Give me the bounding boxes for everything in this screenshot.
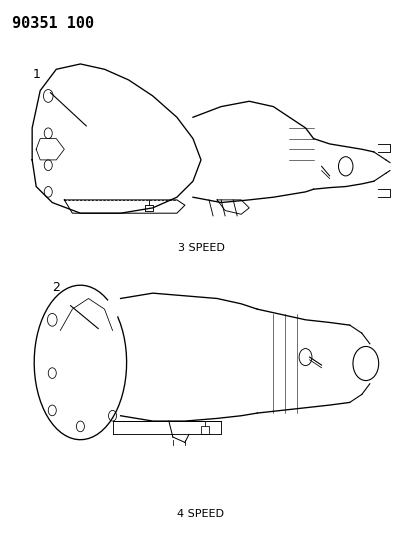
Text: 3 SPEED: 3 SPEED — [177, 243, 224, 253]
Text: 4 SPEED: 4 SPEED — [177, 510, 224, 519]
Text: 1: 1 — [32, 68, 40, 81]
Text: 2: 2 — [52, 281, 60, 294]
Text: 90351 100: 90351 100 — [12, 16, 94, 31]
